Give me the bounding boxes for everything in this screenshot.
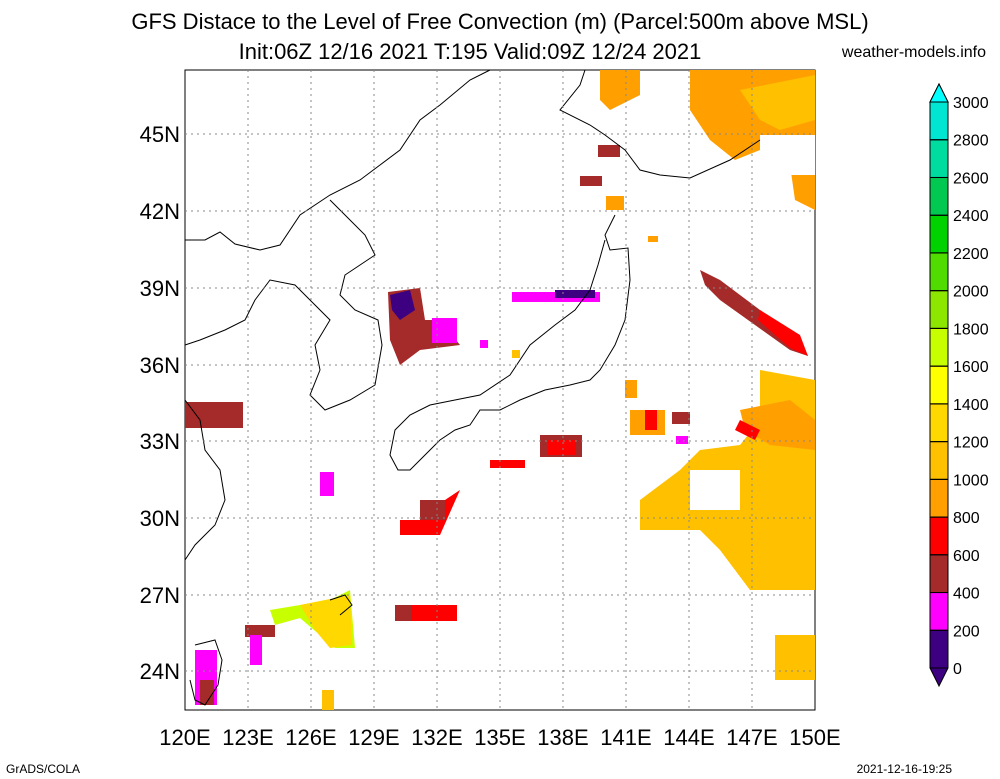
- colorbar-swatch: [929, 82, 949, 103]
- colorbar-label: 400: [953, 586, 980, 603]
- footer-credit: GrADS/COLA: [6, 762, 81, 776]
- chart-title: GFS Distace to the Level of Free Convect…: [131, 9, 869, 34]
- lon-label: 147E: [726, 725, 777, 750]
- colorbar-swatch: [929, 214, 949, 254]
- colorbar-label: 200: [953, 623, 980, 640]
- colorbar-label: 1600: [953, 359, 989, 376]
- lon-label: 126E: [285, 725, 336, 750]
- lon-label: 129E: [348, 725, 399, 750]
- lat-label: 24N: [140, 659, 180, 684]
- colorbar-swatch: [929, 252, 949, 292]
- colorbar-swatch: [929, 403, 949, 443]
- lat-label: 39N: [140, 276, 180, 301]
- colorbar-label: 1800: [953, 321, 989, 338]
- colorbar-label: 2000: [953, 284, 989, 301]
- colorbar-label: 2200: [953, 246, 989, 263]
- gridlines: [185, 70, 815, 710]
- colorbar-swatch: [929, 554, 949, 594]
- colorbar-label: 2800: [953, 133, 989, 150]
- colorbar-swatch: [929, 176, 949, 216]
- colorbar-swatch: [929, 441, 949, 480]
- chart-subtitle: Init:06Z 12/16 2021 T:195 Valid:09Z 12/2…: [238, 39, 702, 64]
- lat-label: 45N: [140, 122, 180, 147]
- lat-label: 30N: [140, 506, 180, 531]
- lon-label: 144E: [663, 725, 714, 750]
- colorbar-swatch: [929, 629, 949, 688]
- colorbar-swatch: [929, 327, 949, 367]
- lat-label: 42N: [140, 199, 180, 224]
- colorbar-label: 1200: [953, 435, 989, 452]
- colorbar: 0 200 400 600 800 1000 1200 1400 1600 1800 2000 220…: [929, 82, 989, 688]
- colorbar-swatch: [929, 365, 949, 405]
- colorbar-swatch: [929, 139, 949, 178]
- colorbar-label: 0: [953, 661, 962, 678]
- footer-timestamp: 2021-12-16-19:25: [856, 762, 952, 776]
- colorbar-label: 2600: [953, 170, 989, 187]
- site-credit[interactable]: weather-models.info: [841, 44, 986, 61]
- colorbar-label: 3000: [953, 95, 989, 112]
- lat-label: 33N: [140, 429, 180, 454]
- colorbar-label: 2400: [953, 208, 989, 225]
- lon-label: 123E: [222, 725, 273, 750]
- lon-label: 141E: [600, 725, 651, 750]
- colorbar-swatch: [929, 516, 949, 556]
- field-shading: [185, 70, 815, 710]
- lat-label: 27N: [140, 583, 180, 608]
- lon-label: 138E: [537, 725, 588, 750]
- colorbar-swatch: [929, 478, 949, 518]
- colorbar-label: 1000: [953, 472, 989, 489]
- lon-label: 120E: [159, 725, 210, 750]
- lon-label: 150E: [789, 725, 840, 750]
- colorbar-swatch: [929, 592, 949, 631]
- colorbar-swatch: [929, 290, 949, 329]
- lat-label: 36N: [140, 353, 180, 378]
- coastlines: [184, 69, 761, 706]
- colorbar-label: 600: [953, 548, 980, 565]
- colorbar-swatch: [929, 101, 949, 141]
- colorbar-label: 800: [953, 510, 980, 527]
- colorbar-label: 1400: [953, 397, 989, 414]
- lon-label: 135E: [474, 725, 525, 750]
- lon-label: 132E: [411, 725, 462, 750]
